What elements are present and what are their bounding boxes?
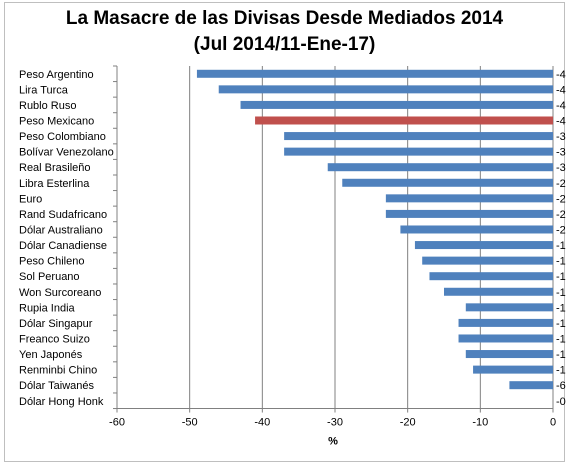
category-label: Dólar Australiano <box>19 224 103 236</box>
data-label: -1 <box>556 256 566 268</box>
bar <box>422 256 553 265</box>
data-label: -1 <box>556 271 566 283</box>
bar <box>196 69 553 78</box>
data-label: -3 <box>556 162 566 174</box>
data-label: -1 <box>556 365 566 377</box>
bar <box>414 241 553 250</box>
category-label: Euro <box>19 193 42 205</box>
category-label: Rupia India <box>19 302 76 314</box>
category-label: Yen Japonés <box>19 349 83 361</box>
category-label: Dólar Singapur <box>19 318 93 330</box>
category-label: Freanco Suizo <box>19 333 90 345</box>
bar <box>473 365 553 374</box>
chart-title: La Masacre de las Divisas Desde Mediados… <box>0 6 569 58</box>
x-tick-label: -20 <box>400 417 416 429</box>
category-label: Real Brasileño <box>19 162 91 174</box>
data-label: -3 <box>556 131 566 143</box>
data-label: -1 <box>556 287 566 299</box>
x-axis-title: % <box>328 436 338 448</box>
bar <box>385 194 553 203</box>
bar <box>465 350 553 359</box>
data-label: -3 <box>556 147 566 159</box>
bar <box>458 334 553 343</box>
x-tick-label: -30 <box>327 417 343 429</box>
x-tick-label: 0 <box>550 417 556 429</box>
data-label: -1 <box>556 333 566 345</box>
data-label: -2 <box>556 209 566 221</box>
bar <box>342 178 553 187</box>
category-label: Libra Esterlina <box>19 178 90 190</box>
data-label: -0 <box>556 396 566 408</box>
data-label: -4 <box>556 84 566 96</box>
category-label: Peso Chileno <box>19 256 84 268</box>
bar <box>327 163 553 172</box>
category-label: Peso Argentino <box>19 69 94 81</box>
data-label: -4 <box>556 100 566 112</box>
category-label: Dólar Taiwanés <box>19 380 95 392</box>
bar <box>240 100 554 109</box>
data-label: -1 <box>556 318 566 330</box>
x-tick-label: -50 <box>182 417 198 429</box>
category-label: Dólar Canadiense <box>19 240 107 252</box>
bar <box>284 147 553 156</box>
category-label: Dólar Hong Honk <box>19 396 104 408</box>
bar <box>218 85 553 94</box>
bar <box>255 116 554 125</box>
bar <box>509 381 553 390</box>
bar <box>465 303 553 312</box>
category-label: Lira Turca <box>19 84 69 96</box>
chart-title-line-1: La Masacre de las Divisas Desde Mediados… <box>65 8 504 29</box>
data-label: -2 <box>556 193 566 205</box>
bar <box>400 225 553 234</box>
bar <box>385 209 553 218</box>
bar <box>429 272 553 281</box>
category-label: Rublo Ruso <box>19 100 76 112</box>
bar <box>458 318 553 327</box>
data-label: -1 <box>556 240 566 252</box>
chart-title-line-2: (Jul 2014/11-Ene-17) <box>193 34 376 55</box>
category-label: Renminbi Chino <box>19 365 97 377</box>
data-label: -6 <box>556 380 566 392</box>
category-label: Peso Colombiano <box>19 131 106 143</box>
bar <box>444 287 553 296</box>
category-label: Peso Mexicano <box>19 115 94 127</box>
data-label: -1 <box>556 349 566 361</box>
category-label: Bolívar Venezolano <box>19 147 114 159</box>
category-label: Sol Peruano <box>19 271 80 283</box>
data-label: -2 <box>556 224 566 236</box>
x-tick-label: -10 <box>472 417 488 429</box>
data-label: -4 <box>556 69 566 81</box>
data-label: -4 <box>556 115 566 127</box>
data-label: -2 <box>556 178 566 190</box>
category-label: Won Surcoreano <box>19 287 101 299</box>
data-label: -1 <box>556 302 566 314</box>
category-label: Rand Sudafricano <box>19 209 107 221</box>
bar <box>284 132 553 141</box>
x-tick-label: -60 <box>109 417 125 429</box>
x-tick-label: -40 <box>254 417 270 429</box>
